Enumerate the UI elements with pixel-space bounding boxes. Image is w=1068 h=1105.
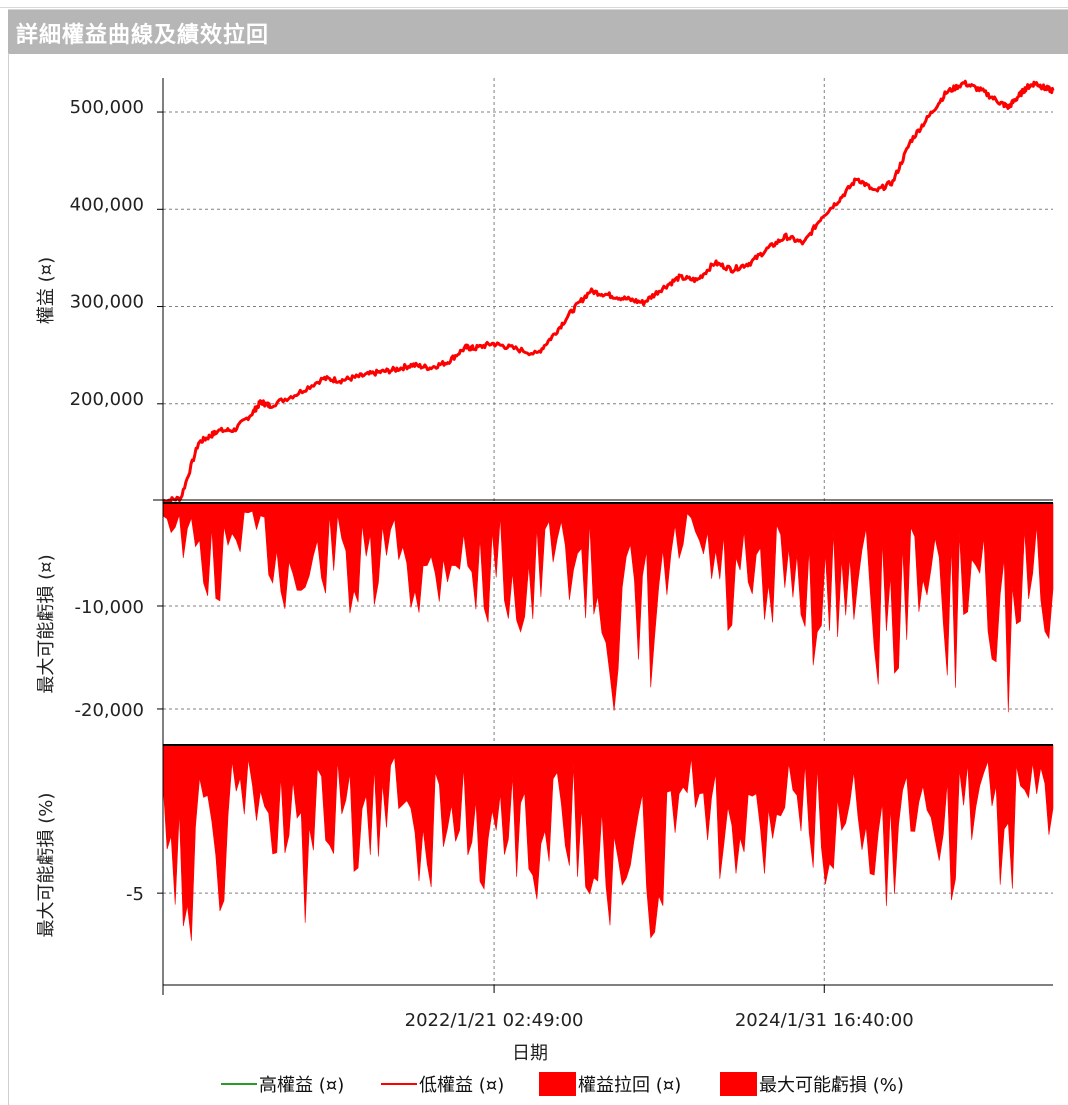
x-axis-label: 日期 [512,1043,548,1064]
legend-label: 最大可能虧損 (%) [759,1075,904,1096]
y-axis-label: 最大可能虧損 (%) [36,793,57,938]
x-tick-label: 2022/1/21 02:49:00 [405,1010,584,1031]
y-tick-label: -20,000 [75,700,144,721]
left-border [8,53,9,1105]
legend-label: 低權益 (¤) [419,1075,505,1096]
title-bar: 詳細權益曲線及績效拉回 [8,9,1068,54]
equity-drawdown-chart: 500,000 400,000 300,000 200,000 權益 (¤) -10,00… [36,78,1055,1064]
chart-title: 詳細權益曲線及績效拉回 [16,23,270,48]
legend-box-red-icon [539,1072,576,1096]
y-axis-label: 權益 (¤) [36,257,57,324]
y-tick-label: 400,000 [70,194,144,215]
legend-item-drawdown-value: 權益拉回 (¤) [539,1071,681,1097]
legend-line-red-icon [381,1083,417,1085]
series-area-drawdown-value-area [162,502,1054,713]
legend-item-drawdown-percent: 最大可能虧損 (%) [720,1071,904,1097]
top-rule [0,7,1068,8]
legend-item-low-equity: 低權益 (¤) [381,1071,504,1097]
legend-box-red-icon [720,1072,757,1096]
y-tick-label: 500,000 [70,97,144,118]
legend-label: 權益拉回 (¤) [578,1075,682,1096]
y-tick-label: -5 [126,884,144,905]
y-tick-label: 200,000 [70,389,144,410]
series-line-low-equity [162,79,1055,505]
y-tick-label: -10,000 [75,597,144,618]
y-tick-label: 300,000 [70,292,144,313]
legend: 高權益 (¤) 低權益 (¤) 權益拉回 (¤) 最大可能虧損 (%) [0,1069,1068,1099]
legend-line-green-icon [221,1083,257,1085]
series-area-drawdown-percent-area [162,744,1054,941]
legend-label: 高權益 (¤) [259,1075,345,1096]
x-tick-label: 2024/1/31 16:40:00 [735,1010,914,1031]
legend-item-high-equity: 高權益 (¤) [221,1071,344,1097]
y-axis-label: 最大可能虧損 (¤) [36,554,57,693]
